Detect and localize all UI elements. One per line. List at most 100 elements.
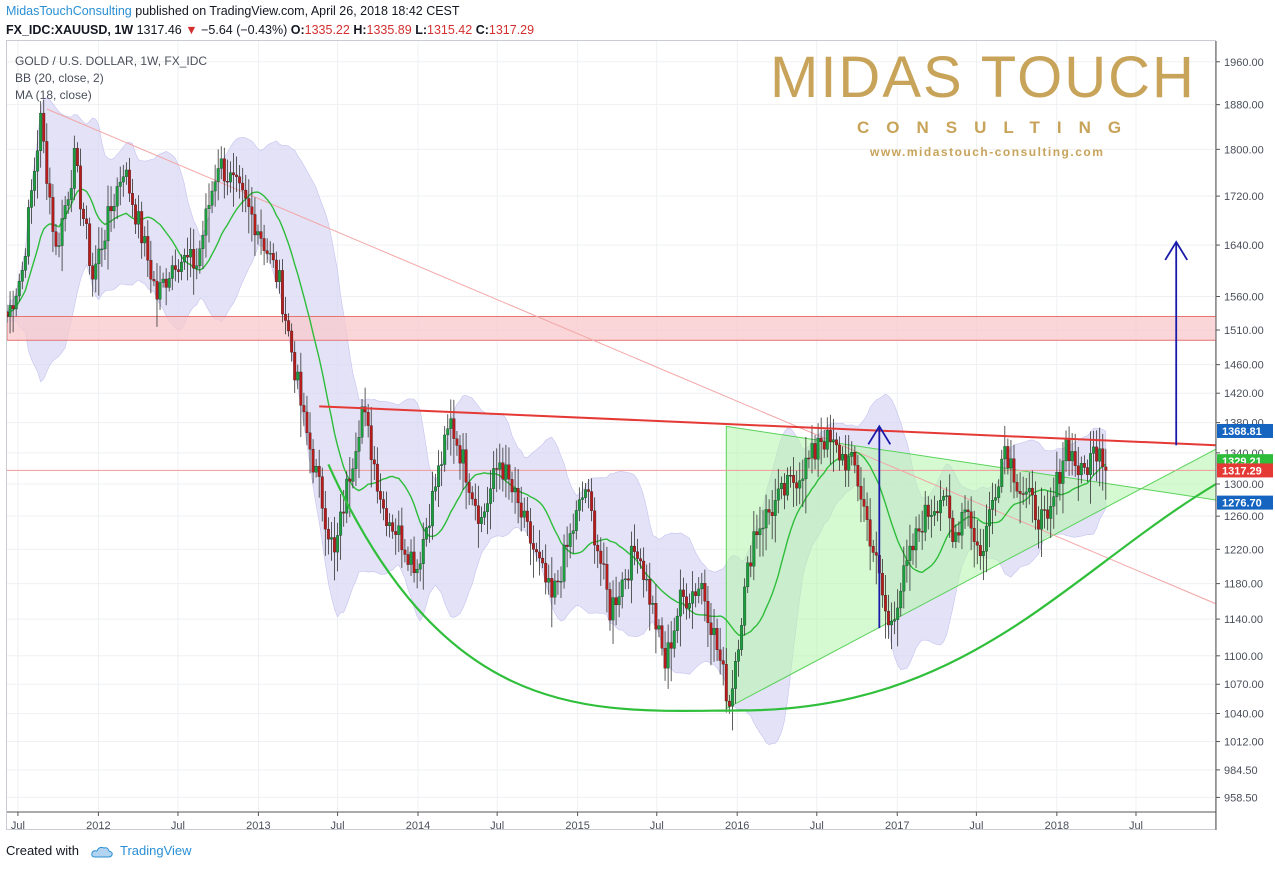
candle-body (415, 568, 419, 574)
candle (363, 387, 367, 427)
projection-arrow (867, 424, 892, 629)
candle-body (1015, 482, 1019, 492)
legend-bollinger-bands[interactable]: BB (20, close, 2) (15, 71, 104, 85)
candle (911, 533, 915, 565)
candle (975, 519, 979, 565)
candle-body (176, 269, 180, 272)
candle (580, 481, 584, 512)
candle-body (54, 231, 58, 247)
candle (1052, 477, 1056, 529)
candle-body (339, 511, 343, 536)
candle (437, 450, 441, 507)
candle (1006, 438, 1010, 475)
candle (176, 259, 180, 283)
y-axis-tick-label: 984.50 (1224, 765, 1258, 777)
publisher-name[interactable]: MidasTouchConsulting (6, 4, 132, 18)
candle-body (26, 207, 30, 257)
candle (63, 196, 67, 232)
candle (660, 617, 664, 656)
candle (88, 217, 92, 275)
candle (896, 589, 900, 647)
candle (17, 273, 21, 302)
cup-curve (327, 463, 1216, 712)
candle (605, 546, 609, 613)
candle (1046, 490, 1050, 531)
candle (458, 434, 462, 480)
candle-body (767, 509, 771, 513)
x-axis-tick-label: Jul (969, 820, 983, 832)
candle-body (311, 448, 315, 473)
candle-body (57, 245, 61, 247)
candle (498, 443, 502, 490)
candle-body (605, 564, 609, 590)
candle (222, 147, 226, 199)
candle-body (1018, 491, 1022, 494)
candle-body (489, 488, 493, 504)
candle (519, 486, 523, 532)
candle (853, 445, 857, 474)
candle (984, 504, 988, 573)
candle (476, 485, 480, 548)
candle (776, 468, 780, 514)
y-axis-tick-label: 1460.00 (1224, 360, 1264, 372)
candle-body (890, 621, 894, 626)
candle-body (694, 591, 698, 596)
candle-body (960, 511, 964, 536)
candle-body (452, 418, 456, 439)
candle-body (308, 432, 312, 450)
candle-body (685, 596, 688, 609)
tradingview-link[interactable]: TradingView (120, 843, 192, 858)
chart-svg[interactable]: 1960.00 1880.00 1800.00 1720.00 1640.00 1560.… (0, 0, 1275, 840)
candle (415, 559, 419, 589)
candle-body (7, 311, 9, 317)
candle (204, 193, 208, 258)
candle (887, 594, 890, 639)
candle-body (302, 405, 306, 413)
candle (250, 187, 254, 242)
candle-body (271, 253, 275, 261)
candle (259, 209, 263, 255)
candle-body (118, 181, 122, 187)
candle-body (633, 545, 636, 552)
candle (351, 458, 355, 489)
candle-body (207, 205, 211, 210)
candle-body (734, 661, 737, 689)
candle (633, 524, 636, 566)
candle (66, 191, 70, 214)
candle-body (473, 498, 477, 506)
candle (893, 601, 897, 635)
candle-body (715, 628, 719, 650)
candle-body (342, 511, 346, 514)
legend-moving-average[interactable]: MA (18, close) (15, 88, 92, 102)
x-axis-tick-label: Jul (11, 820, 25, 832)
candle-body (149, 260, 153, 280)
candle (140, 201, 144, 259)
candle-body (23, 256, 27, 271)
candle (180, 254, 183, 281)
chart-area[interactable] (6, 40, 1216, 830)
candle (565, 526, 569, 568)
candle (838, 436, 841, 471)
candle-body (299, 371, 303, 406)
candle (871, 539, 875, 562)
candle-body (363, 406, 367, 413)
candle-body (651, 603, 655, 605)
candle-body (706, 601, 710, 623)
published-text: published on TradingView.com, April 26, … (135, 4, 460, 18)
candle (1085, 459, 1089, 482)
candle (963, 495, 967, 529)
candle (127, 157, 131, 202)
candle-body (798, 480, 802, 489)
candle-body (841, 454, 845, 461)
candle-body (476, 505, 480, 524)
candle-body (180, 261, 183, 272)
candle (216, 149, 220, 201)
candle (890, 602, 894, 650)
candle-body (568, 533, 572, 547)
candle-body (369, 425, 373, 460)
candle-body (807, 457, 811, 460)
candle (189, 227, 193, 278)
candle (173, 249, 177, 282)
candle (7, 304, 9, 323)
falling-trendline (46, 108, 1216, 605)
